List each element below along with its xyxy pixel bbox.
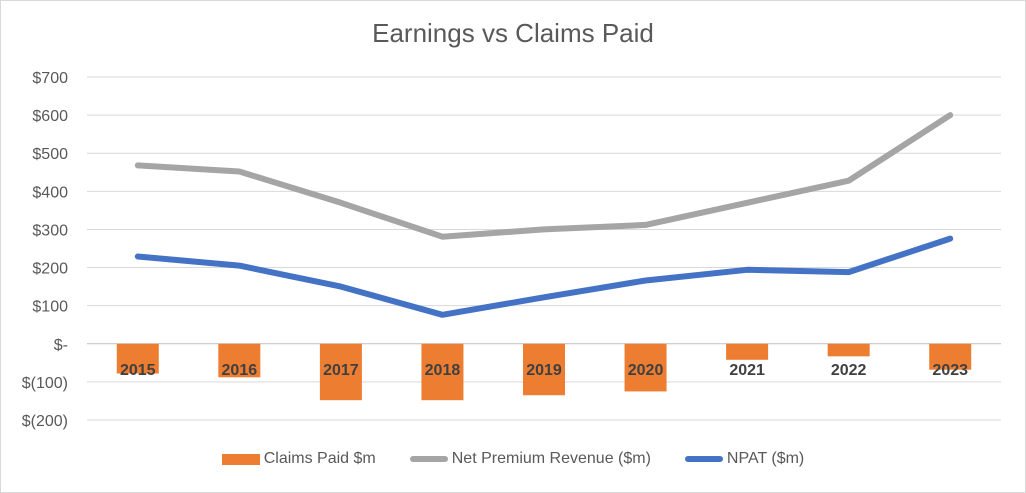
- claims-bar: [523, 343, 565, 396]
- x-category-label: 2015: [120, 362, 156, 379]
- net-premium-line: [134, 112, 954, 240]
- x-category-label: 2021: [729, 362, 765, 379]
- y-tick-label: $200: [32, 261, 68, 278]
- x-category-label: 2020: [628, 362, 664, 379]
- legend-label-net-premium: Net Premium Revenue ($m): [451, 450, 651, 467]
- claims-bar: [116, 343, 159, 374]
- npat-line: [134, 235, 954, 318]
- y-tick-label: $500: [32, 146, 68, 163]
- y-tick-label: $-: [54, 337, 68, 354]
- claims-bar: [624, 343, 667, 392]
- claims-bar: [218, 343, 261, 378]
- y-tick-label: $300: [32, 222, 68, 239]
- y-tick-label: $(100): [22, 375, 68, 392]
- x-category-label: 2022: [831, 362, 867, 379]
- legend-swatch-net-premium: [409, 456, 448, 462]
- legend-swatch-claims: [221, 453, 260, 465]
- y-tick-label: $(200): [22, 413, 68, 430]
- claims-bar: [827, 343, 870, 357]
- y-tick-label: $100: [32, 299, 68, 316]
- category-labels: 2015 2016 2017 2018 2019 2020 2021 2022 2023: [120, 362, 968, 379]
- x-category-label: 2016: [222, 362, 258, 379]
- legend-label-npat: NPAT ($m): [726, 450, 805, 467]
- x-category-label: 2023: [932, 362, 968, 379]
- y-tick-label: $700: [32, 70, 68, 87]
- legend-swatch-npat: [684, 456, 723, 462]
- y-axis-ticks: $(200) $(100) $- $100 $200 $300 $400 $500 $600 $7…: [22, 70, 68, 430]
- claims-bar: [726, 343, 769, 360]
- x-category-label: 2017: [323, 362, 359, 379]
- claims-bars: [116, 343, 972, 401]
- legend: Claims Paid $m Net Premium Revenue ($m) …: [0, 450, 1026, 468]
- claims-bar: [421, 343, 464, 401]
- claims-bar: [319, 343, 362, 401]
- legend-item-npat: NPAT ($m): [684, 450, 805, 468]
- y-tick-label: $400: [32, 184, 68, 201]
- legend-item-claims: Claims Paid $m: [221, 450, 376, 468]
- y-tick-label: $600: [32, 108, 68, 125]
- legend-item-net-premium: Net Premium Revenue ($m): [409, 450, 651, 468]
- chart-title: Earnings vs Claims Paid: [372, 18, 654, 48]
- claims-bar: [929, 343, 972, 370]
- x-category-label: 2019: [526, 362, 562, 379]
- legend-label-claims: Claims Paid $m: [263, 450, 376, 467]
- series-lines: [134, 112, 954, 318]
- x-category-label: 2018: [425, 362, 461, 379]
